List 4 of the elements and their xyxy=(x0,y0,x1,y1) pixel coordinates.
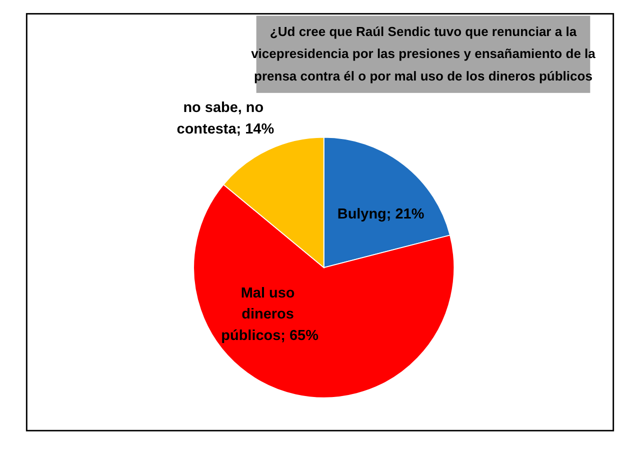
slice-label: no sabe, no contesta; 14% xyxy=(176,100,274,138)
chart-title: ¿Ud cree que Raúl Sendic tuvo que renunciar a la vicepresidencia por las presiones y ensañamiento de la prensa contra él o por mal uso de los dineros públicos xyxy=(251,24,596,84)
slice-label: Mal uso dineros públicos; 65% xyxy=(221,285,319,344)
slice-label: Bulyng; 21% xyxy=(337,206,424,222)
